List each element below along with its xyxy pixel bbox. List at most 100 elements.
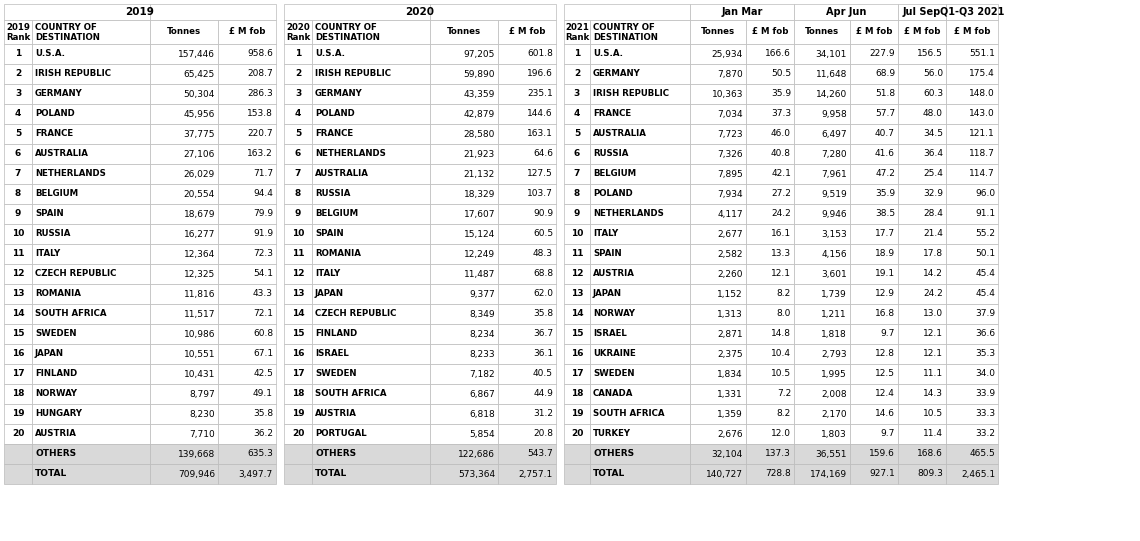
Text: 37,775: 37,775: [184, 129, 215, 138]
Text: 9.7: 9.7: [880, 430, 895, 439]
Bar: [946, 184, 998, 204]
Text: 40.7: 40.7: [876, 129, 895, 138]
Text: 12.9: 12.9: [876, 289, 895, 299]
Text: HUNGARY: HUNGARY: [35, 410, 82, 419]
Text: TOTAL: TOTAL: [593, 470, 625, 478]
Bar: [946, 404, 998, 424]
Bar: [591, 144, 690, 164]
Text: 7,723: 7,723: [717, 129, 743, 138]
Bar: [591, 404, 690, 424]
Bar: [284, 204, 312, 224]
Bar: [946, 124, 998, 144]
Text: Rank: Rank: [564, 32, 589, 42]
Text: 2,793: 2,793: [822, 349, 847, 359]
Bar: [150, 204, 218, 224]
Text: 8: 8: [295, 189, 301, 199]
Bar: [218, 464, 276, 484]
Bar: [498, 424, 556, 444]
Bar: [5, 304, 32, 324]
Text: 14.2: 14.2: [923, 269, 943, 279]
Text: 16,277: 16,277: [184, 229, 215, 239]
Text: 227.9: 227.9: [870, 49, 895, 58]
Bar: [430, 20, 498, 44]
Text: 8,230: 8,230: [189, 410, 215, 419]
Text: NORWAY: NORWAY: [35, 390, 78, 399]
Bar: [564, 124, 591, 144]
Bar: [793, 344, 850, 364]
Bar: [5, 364, 32, 384]
Bar: [898, 224, 946, 244]
Bar: [32, 204, 150, 224]
Text: 19: 19: [11, 410, 24, 419]
Text: 4: 4: [573, 109, 580, 118]
Text: 927.1: 927.1: [870, 470, 895, 478]
Text: 7,870: 7,870: [717, 69, 743, 78]
Bar: [312, 464, 430, 484]
Text: 9,958: 9,958: [821, 109, 847, 118]
Bar: [591, 384, 690, 404]
Bar: [150, 164, 218, 184]
Bar: [498, 304, 556, 324]
Text: 10.5: 10.5: [923, 410, 943, 419]
Bar: [218, 264, 276, 284]
Text: 37.3: 37.3: [771, 109, 791, 118]
Text: 60.5: 60.5: [532, 229, 553, 239]
Text: 18: 18: [11, 390, 24, 399]
Bar: [430, 444, 498, 464]
Bar: [498, 264, 556, 284]
Text: 12.1: 12.1: [923, 329, 943, 339]
Text: 11.4: 11.4: [923, 430, 943, 439]
Text: 27,106: 27,106: [184, 149, 215, 159]
Bar: [430, 4, 556, 20]
Text: 118.7: 118.7: [969, 149, 995, 159]
Text: 51.8: 51.8: [874, 89, 895, 98]
Bar: [430, 64, 498, 84]
Text: 71.7: 71.7: [253, 169, 272, 179]
Text: 465.5: 465.5: [969, 450, 995, 459]
Bar: [564, 64, 591, 84]
Bar: [312, 444, 430, 464]
Bar: [32, 184, 150, 204]
Bar: [793, 20, 850, 44]
Text: 7,182: 7,182: [470, 370, 495, 379]
Text: 709,946: 709,946: [178, 470, 215, 478]
Bar: [32, 124, 150, 144]
Bar: [430, 84, 498, 104]
Bar: [564, 404, 591, 424]
Bar: [793, 144, 850, 164]
Text: 7,034: 7,034: [717, 109, 743, 118]
Bar: [564, 144, 591, 164]
Text: 2,170: 2,170: [822, 410, 847, 419]
Text: 17.7: 17.7: [874, 229, 895, 239]
Bar: [498, 224, 556, 244]
Text: SWEDEN: SWEDEN: [593, 370, 635, 379]
Bar: [690, 84, 746, 104]
Bar: [5, 244, 32, 264]
Text: 2,757.1: 2,757.1: [519, 470, 553, 478]
Text: 28,580: 28,580: [464, 129, 495, 138]
Bar: [430, 344, 498, 364]
Bar: [5, 184, 32, 204]
Bar: [5, 104, 32, 124]
Text: £ M fob: £ M fob: [508, 28, 545, 36]
Bar: [690, 224, 746, 244]
Text: 18: 18: [292, 390, 304, 399]
Text: 11,487: 11,487: [464, 269, 495, 279]
Bar: [150, 444, 218, 464]
Bar: [946, 324, 998, 344]
Text: 27.2: 27.2: [771, 189, 791, 199]
Bar: [690, 204, 746, 224]
Bar: [690, 364, 746, 384]
Text: 12,249: 12,249: [464, 249, 495, 259]
Bar: [898, 64, 946, 84]
Text: 9,377: 9,377: [470, 289, 495, 299]
Text: TOTAL: TOTAL: [315, 470, 348, 478]
Bar: [218, 444, 276, 464]
Bar: [850, 384, 898, 404]
Text: 9.7: 9.7: [880, 329, 895, 339]
Bar: [312, 384, 430, 404]
Bar: [284, 464, 312, 484]
Text: 10,363: 10,363: [711, 89, 743, 98]
Bar: [430, 384, 498, 404]
Bar: [150, 284, 218, 304]
